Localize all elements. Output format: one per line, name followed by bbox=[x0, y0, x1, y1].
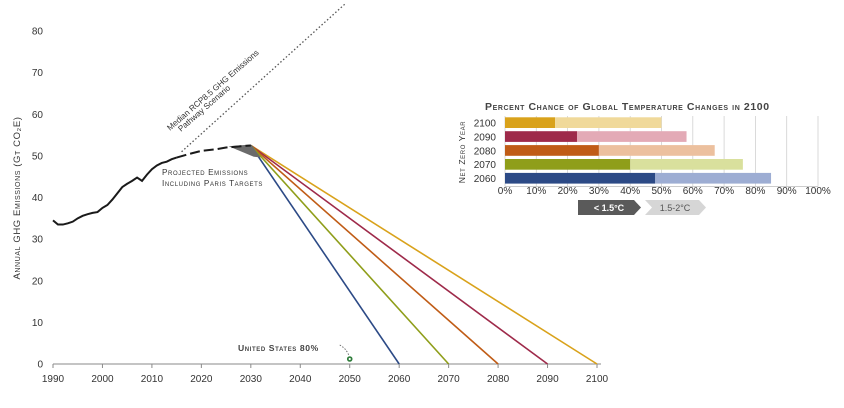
projected-annotation-line-1: Projected Emissions bbox=[162, 168, 248, 177]
y-tick-label: 20 bbox=[32, 276, 44, 287]
us-80-marker-center bbox=[348, 357, 351, 361]
legend-lt15-label: < 1.5°C bbox=[594, 203, 625, 213]
bar-x-tick-label: 80% bbox=[745, 186, 765, 197]
x-tick-label: 2080 bbox=[487, 374, 510, 385]
bar-category-label: 2080 bbox=[474, 146, 497, 157]
bar-x-tick-label: 10% bbox=[526, 186, 546, 197]
bar-x-tick-label: 40% bbox=[620, 186, 640, 197]
bar-category-label: 2100 bbox=[474, 119, 497, 130]
x-tick-label: 2050 bbox=[339, 374, 362, 385]
y-tick-label: 0 bbox=[37, 360, 43, 371]
bar-x-tick-label: 0% bbox=[498, 186, 513, 197]
bar-15to2-2100 bbox=[555, 117, 662, 128]
x-tick-label: 2070 bbox=[438, 374, 461, 385]
bar-category-label: 2070 bbox=[474, 160, 497, 171]
x-tick-label: 2100 bbox=[586, 374, 609, 385]
y-tick-label: 80 bbox=[32, 27, 44, 38]
bar-x-tick-label: 60% bbox=[683, 186, 703, 197]
line-chart-axes bbox=[52, 363, 601, 368]
bar-lt15-2090 bbox=[505, 131, 577, 142]
y-tick-label: 50 bbox=[32, 151, 44, 162]
x-tick-label: 2020 bbox=[190, 374, 213, 385]
pathway-line-2070 bbox=[250, 144, 450, 365]
bar-15to2-2080 bbox=[598, 145, 715, 156]
rcp85-annotation-line-1: Median RCP8.5 GHG Emissions bbox=[165, 48, 260, 132]
chart-labels: 1990 2000 2010 2020 2030 2040 2050 2060 2070 2080… bbox=[12, 27, 831, 386]
pathway-line-2100 bbox=[250, 144, 598, 365]
y-tick-label: 30 bbox=[32, 235, 44, 246]
bar-lt15-2100 bbox=[505, 117, 556, 128]
y-axis-title: Annual GHG Emissions (Gt CO₂E) bbox=[12, 116, 23, 279]
y-tick-label: 70 bbox=[32, 68, 44, 79]
legend-15to2-label: 1.5-2°C bbox=[660, 203, 691, 213]
x-tick-label: 2060 bbox=[388, 374, 411, 385]
bar-15to2-2070 bbox=[630, 159, 743, 170]
pathway-line-2060 bbox=[250, 145, 400, 365]
bar-y-axis-title: Net Zero Year bbox=[457, 121, 467, 183]
bar-x-tick-label: 100% bbox=[805, 186, 831, 197]
x-tick-label: 2030 bbox=[240, 374, 263, 385]
line-chart-series bbox=[52, 3, 598, 365]
projection-convergence-wedge bbox=[228, 144, 261, 158]
y-tick-label: 10 bbox=[32, 318, 44, 329]
pathway-line-2080 bbox=[250, 144, 499, 365]
x-tick-label: 2000 bbox=[91, 374, 114, 385]
bar-x-tick-label: 50% bbox=[651, 186, 671, 197]
pathway-line-2090 bbox=[250, 144, 549, 365]
bar-x-tick-label: 70% bbox=[714, 186, 734, 197]
y-tick-label: 40 bbox=[32, 193, 44, 204]
us-80-annotation: United States 80% bbox=[238, 343, 319, 353]
y-tick-label: 60 bbox=[32, 110, 44, 121]
bar-chart-bars bbox=[505, 117, 772, 215]
x-tick-label: 1990 bbox=[42, 374, 65, 385]
historical-emissions-line bbox=[52, 156, 177, 226]
bar-lt15-2070 bbox=[505, 159, 631, 170]
rcp85-scenario-line bbox=[181, 3, 346, 153]
bar-category-label: 2060 bbox=[474, 174, 497, 185]
bar-15to2-2060 bbox=[655, 172, 772, 184]
bar-chart-title: Percent Chance of Global Temperature Cha… bbox=[485, 101, 770, 113]
bar-x-tick-label: 90% bbox=[777, 186, 797, 197]
bar-15to2-2090 bbox=[576, 131, 687, 142]
bar-lt15-2060 bbox=[505, 172, 656, 184]
bar-lt15-2080 bbox=[505, 145, 599, 156]
bar-x-tick-label: 20% bbox=[558, 186, 578, 197]
legend-15to2-swatch bbox=[645, 200, 706, 215]
x-tick-label: 2040 bbox=[289, 374, 312, 385]
projected-emissions-line bbox=[176, 144, 251, 159]
legend-lt15-swatch bbox=[578, 200, 641, 215]
x-tick-label: 2010 bbox=[141, 374, 164, 385]
bar-x-tick-label: 30% bbox=[589, 186, 609, 197]
projected-annotation-line-2: Including Paris Targets bbox=[162, 179, 263, 188]
us-80-leader bbox=[339, 344, 350, 356]
x-tick-label: 2090 bbox=[536, 374, 559, 385]
bar-category-label: 2090 bbox=[474, 132, 497, 143]
